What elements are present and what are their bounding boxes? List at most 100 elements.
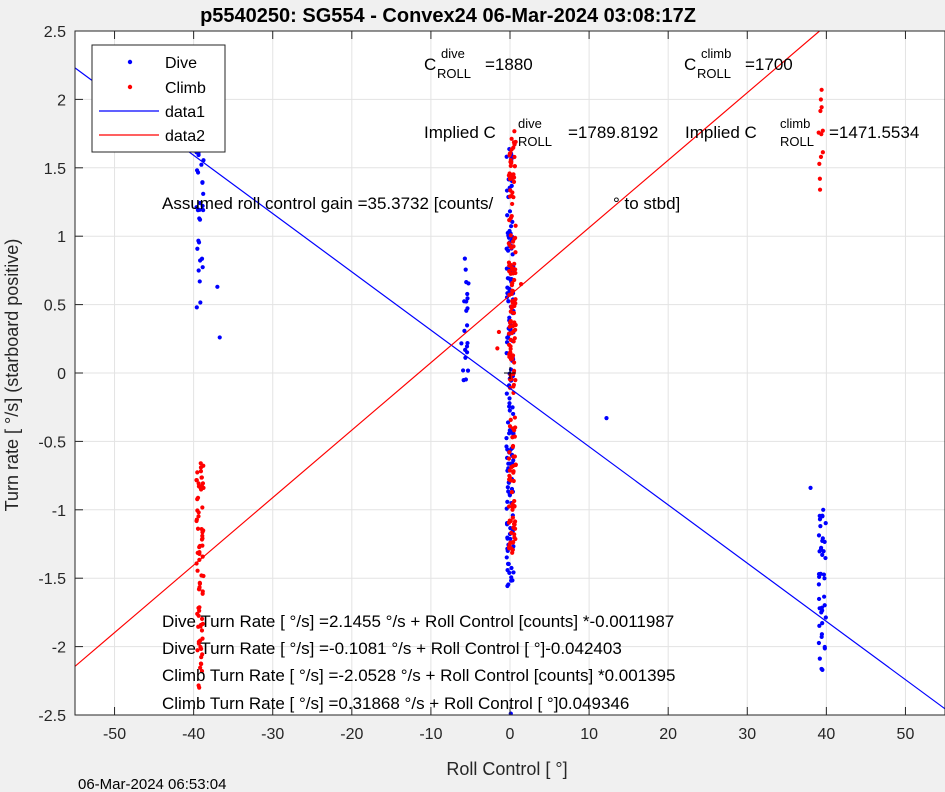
climb-point	[510, 300, 515, 305]
x-axis-label: Roll Control [ °]	[446, 759, 567, 779]
climb-point	[200, 481, 206, 486]
legend-climb-label: Climb	[165, 80, 206, 97]
climb-point	[195, 526, 201, 531]
climb-point	[195, 497, 200, 502]
climb-point	[508, 233, 513, 238]
climb-point	[507, 218, 512, 223]
climb-point	[509, 136, 514, 141]
dive-point	[505, 248, 511, 253]
dive-point	[820, 667, 825, 672]
c-climb-label: C climb ROLL =1700	[684, 43, 793, 82]
legend-dive-marker	[127, 59, 133, 65]
x-tick-label: 0	[506, 726, 515, 743]
equation-climb-counts: Climb Turn Rate [ °/s] =-2.0528 °/s + Ro…	[162, 666, 675, 685]
x-tick-label: -20	[340, 726, 363, 743]
dive-point	[504, 435, 509, 441]
climb-point	[513, 223, 518, 228]
climb-point	[198, 487, 204, 492]
climb-point	[512, 532, 517, 537]
climb-point	[511, 470, 516, 475]
dive-point	[510, 578, 515, 583]
dive-point	[465, 296, 470, 301]
dive-point	[505, 536, 510, 541]
dive-point	[464, 344, 470, 349]
climb-point	[820, 128, 825, 133]
dive-point	[506, 461, 511, 466]
climb-point	[198, 469, 204, 474]
climb-point	[511, 145, 516, 150]
y-tick-label: -2	[52, 640, 66, 657]
legend: Dive Climb data1 data2	[91, 44, 226, 153]
y-tick-label: 1	[57, 229, 66, 246]
dive-point	[505, 213, 510, 218]
dive-point	[819, 545, 824, 550]
dive-point	[198, 300, 203, 305]
dive-point	[507, 408, 512, 413]
climb-point	[200, 589, 205, 594]
climb-point	[195, 470, 200, 475]
dive-point	[507, 404, 512, 409]
dive-point	[818, 524, 823, 529]
climb-point	[818, 108, 823, 114]
climb-point	[511, 539, 516, 545]
climb-point	[199, 616, 205, 621]
climb-point	[508, 188, 513, 193]
climb-point	[512, 498, 517, 504]
climb-point	[817, 161, 822, 166]
chart-title: p5540250: SG554 - Convex24 06-Mar-2024 0…	[200, 5, 696, 27]
dive-point	[465, 368, 471, 373]
dive-point	[505, 230, 510, 236]
climb-point	[510, 201, 515, 207]
dive-point	[195, 246, 200, 251]
y-tick-label: -2.5	[38, 708, 66, 725]
climb-point	[512, 261, 517, 266]
implied-climb-label: Implied C climb ROLL =1471.5534	[685, 113, 919, 150]
y-tick-label: 2.5	[44, 24, 66, 41]
climb-point	[509, 159, 514, 164]
equation-dive-degrees: Dive Turn Rate [ °/s] =-0.1081 °/s + Rol…	[162, 639, 622, 658]
climb-point	[819, 132, 824, 137]
dive-point	[823, 555, 828, 561]
climb-point	[507, 468, 512, 473]
climb-point	[511, 179, 517, 184]
dive-point	[822, 644, 827, 650]
dive-point	[215, 284, 220, 289]
dive-point	[507, 428, 512, 433]
climb-point	[199, 537, 205, 542]
climb-point	[198, 624, 203, 629]
dive-point	[505, 499, 510, 504]
climb-point	[199, 628, 205, 633]
dive-point	[465, 340, 470, 346]
climb-point	[194, 517, 199, 522]
climb-point	[506, 504, 512, 509]
dive-point	[823, 615, 828, 620]
climb-point	[508, 318, 513, 324]
dive-point	[508, 224, 514, 229]
dive-point	[197, 200, 203, 206]
climb-point	[511, 384, 516, 389]
dive-point	[509, 565, 514, 571]
dive-point	[201, 207, 206, 213]
dive-point	[505, 276, 510, 281]
dive-point	[822, 594, 827, 599]
climb-point	[512, 535, 517, 540]
dive-point	[817, 623, 822, 628]
dive-point	[816, 640, 822, 646]
dive-point	[816, 533, 822, 538]
climb-point	[818, 154, 824, 159]
dive-point	[511, 411, 516, 417]
dive-point	[822, 576, 827, 581]
dive-point	[504, 391, 509, 396]
dive-point	[507, 209, 513, 214]
climb-point	[506, 520, 512, 525]
climb-point	[198, 665, 203, 670]
x-tick-label: 50	[897, 726, 915, 743]
dive-point	[463, 267, 468, 272]
climb-point	[507, 450, 512, 455]
climb-point	[509, 331, 514, 336]
x-tick-label: 30	[738, 726, 756, 743]
climb-point	[506, 260, 512, 265]
dive-point	[820, 514, 825, 519]
fit-line-data2	[75, 31, 821, 667]
dive-point	[194, 168, 200, 173]
